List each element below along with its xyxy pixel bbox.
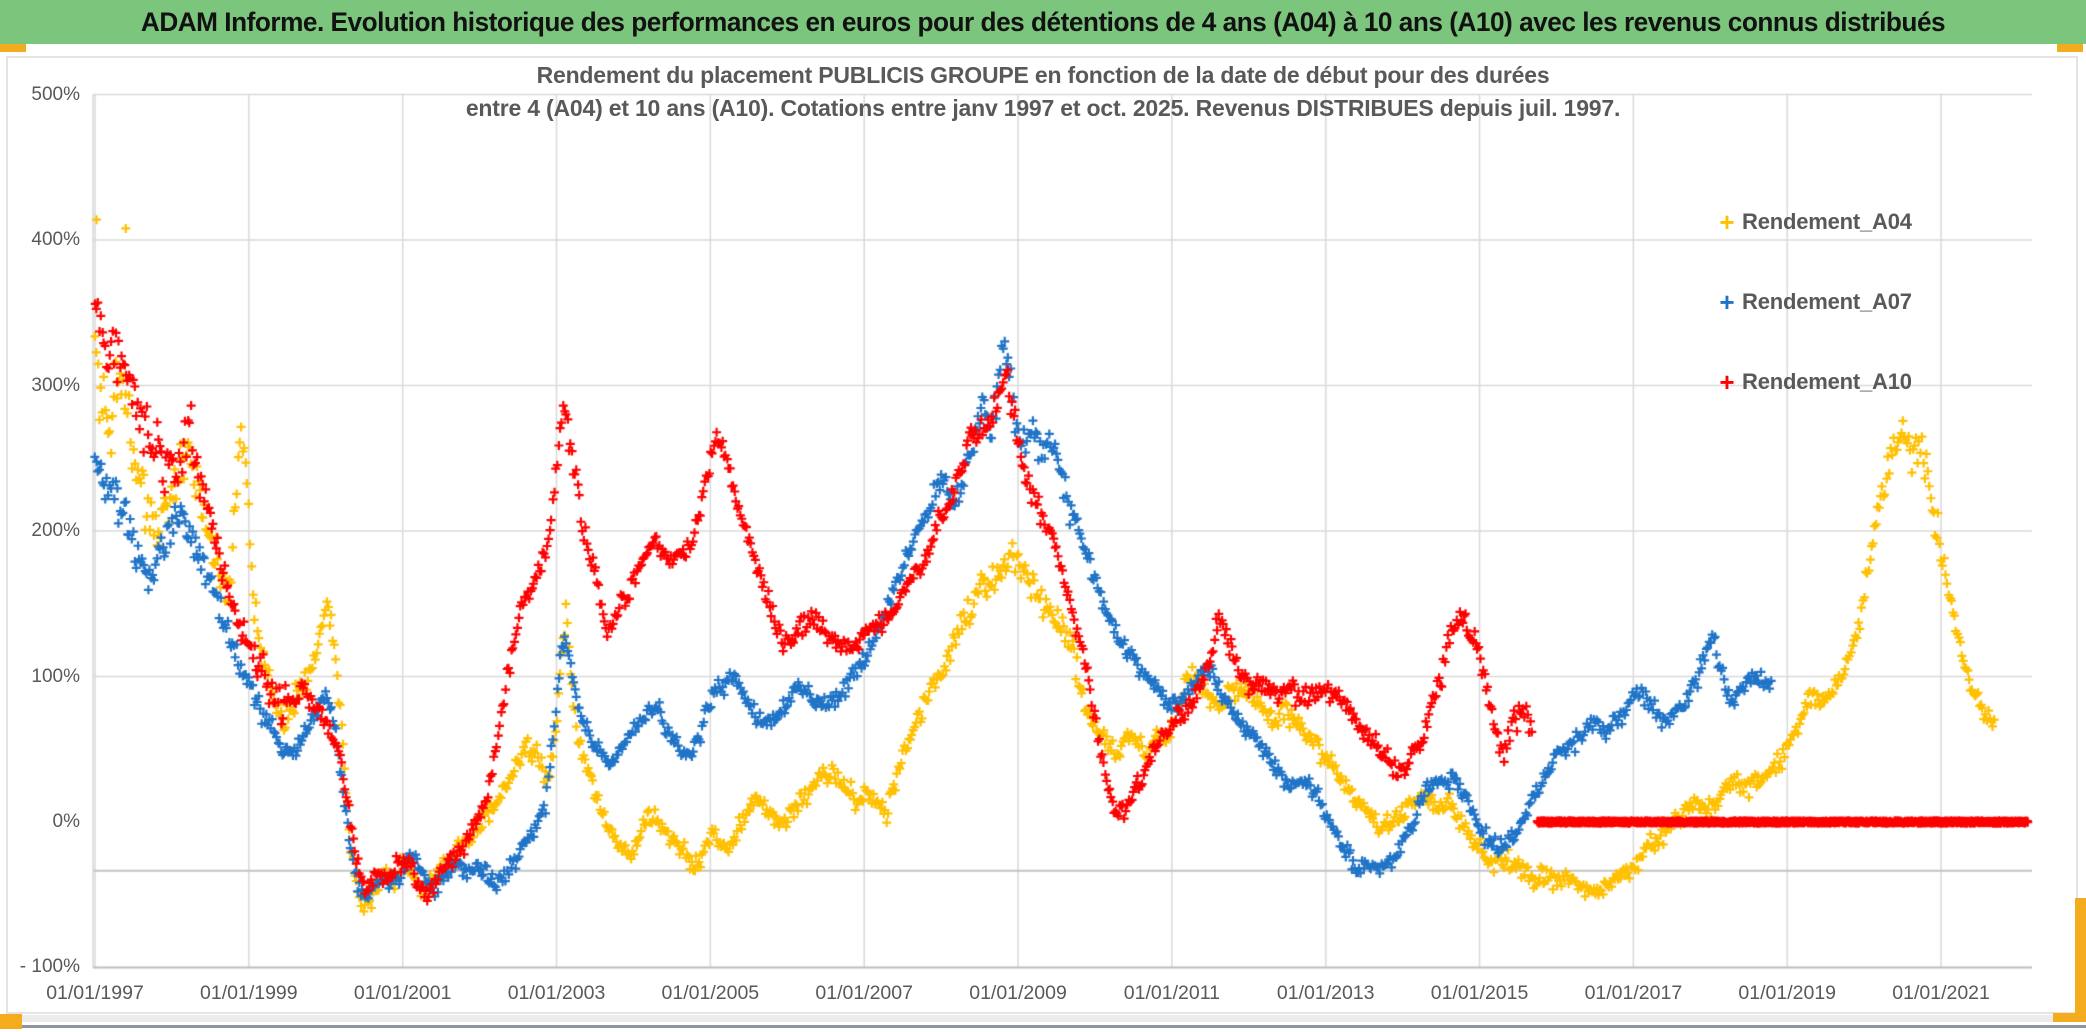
bottom-rule: [0, 1025, 2086, 1028]
plus-marker-icon: +: [1719, 207, 1735, 237]
x-tick-label: 01/01/2007: [815, 982, 913, 1004]
x-tick-label: 01/01/2017: [1584, 982, 1683, 1004]
legend-label: Rendement_A10: [1742, 369, 1912, 394]
x-tick-label: 01/01/2005: [661, 982, 760, 1004]
legend-item: + Rendement_A04: [1712, 182, 1912, 262]
legend: + Rendement_A04 + Rendement_A07 + Rendement_A…: [1712, 182, 1912, 422]
plus-marker-icon: +: [1719, 287, 1735, 317]
x-tick-label: 01/01/2009: [969, 982, 1067, 1004]
y-tick-label: 0%: [52, 811, 80, 832]
right-accent-foot: [2053, 1013, 2086, 1022]
x-tick-label: 01/01/2011: [1123, 982, 1220, 1004]
legend-item: + Rendement_A10: [1712, 342, 1912, 422]
legend-item: + Rendement_A07: [1712, 262, 1912, 342]
chart-title-line1: Rendement du placement PUBLICIS GROUPE e…: [536, 62, 1550, 88]
legend-label: Rendement_A07: [1742, 289, 1912, 314]
y-tick-label: 400%: [31, 229, 80, 251]
x-tick-label: 01/01/2003: [507, 982, 606, 1004]
chart-title-line2: entre 4 (A04) et 10 ans (A10). Cotations…: [465, 95, 1621, 121]
y-tick-label: 100%: [31, 665, 80, 687]
bottom-strip: [0, 1015, 2086, 1022]
x-tick-label: 01/01/2021: [1892, 982, 1990, 1004]
plus-marker-icon: +: [1719, 367, 1735, 397]
y-tick-label: 500%: [31, 83, 80, 105]
x-tick-label: 01/01/2013: [1276, 982, 1375, 1004]
x-tick-label: 01/01/2019: [1738, 982, 1837, 1004]
y-tick-label: 300%: [31, 374, 80, 396]
x-tick-label: 01/01/1997: [46, 982, 144, 1004]
y-tick-label: - 100%: [19, 956, 80, 978]
bottom-accent-left: [0, 1014, 22, 1029]
x-tick-label: 01/01/2001: [353, 982, 452, 1004]
right-accent-stripe: [2075, 898, 2086, 1017]
x-tick-label: 01/01/2015: [1430, 982, 1529, 1004]
y-tick-label: 200%: [31, 520, 80, 542]
legend-label: Rendement_A04: [1742, 209, 1912, 234]
x-tick-label: 01/01/1999: [200, 982, 298, 1004]
